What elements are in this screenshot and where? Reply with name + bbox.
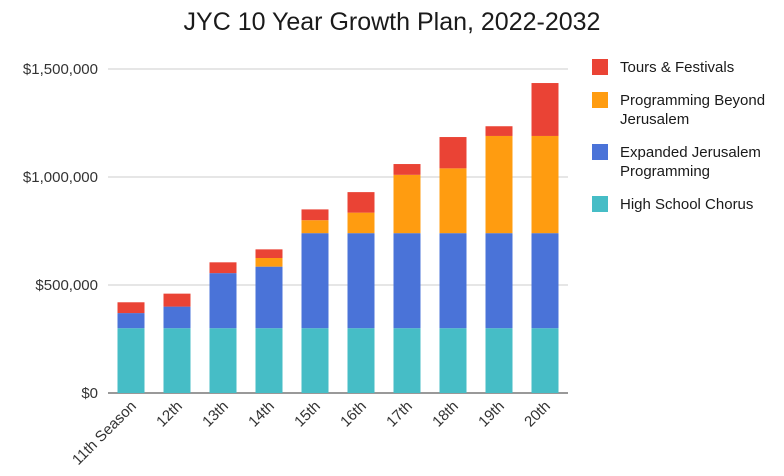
bar-segment <box>531 135 559 234</box>
bar-segment <box>531 328 559 393</box>
bar-segment <box>209 262 237 274</box>
legend-label: Programming Beyond Jerusalem <box>620 92 766 128</box>
bar-segment <box>209 273 237 329</box>
legend: Tours & Festivals Programming Beyond Jeru… <box>592 58 784 228</box>
x-tick-label: 11th Season <box>69 398 140 469</box>
y-tick-label: $500,000 <box>35 277 98 294</box>
bar-segment <box>255 249 283 258</box>
bar-segment <box>485 233 513 329</box>
bar-segment <box>301 209 329 221</box>
bar-segment <box>117 328 145 393</box>
x-tick-label: 18th <box>429 398 462 431</box>
legend-label: Expanded Jerusalem Programming <box>620 144 761 180</box>
bar-segment <box>255 266 283 329</box>
bar-segment <box>301 233 329 329</box>
bar-segment <box>347 328 375 393</box>
x-tick-label: 15th <box>291 398 324 431</box>
legend-label: Tours & Festivals <box>620 59 735 76</box>
x-tick-label: 13th <box>199 398 232 431</box>
x-tick-label: 20th <box>521 398 554 431</box>
bar-segment <box>393 164 421 175</box>
bar-segment <box>347 212 375 234</box>
bar-segment <box>209 328 237 393</box>
bar-segment <box>117 313 145 329</box>
legend-swatch <box>592 144 608 160</box>
y-tick-label: $1,500,000 <box>23 61 98 78</box>
bar-segment <box>163 293 191 307</box>
bar-segment <box>163 306 191 329</box>
x-tick-label: 17th <box>383 398 416 431</box>
bar-segment <box>393 174 421 234</box>
bar-segment <box>393 233 421 329</box>
bar-segment <box>255 258 283 267</box>
bar-segment <box>255 328 283 393</box>
legend-item: Programming Beyond Jerusalem <box>592 91 784 129</box>
bar-segment <box>485 135 513 234</box>
legend-label: High School Chorus <box>620 196 754 213</box>
legend-swatch <box>592 196 608 212</box>
bar-segment <box>485 328 513 393</box>
y-tick-label: $1,000,000 <box>23 169 98 186</box>
chart-title: JYC 10 Year Growth Plan, 2022-2032 <box>183 8 601 36</box>
x-tick-label: 19th <box>475 398 508 431</box>
legend-item: High School Chorus <box>592 195 784 214</box>
x-tick-label: 16th <box>337 398 370 431</box>
bar-segment <box>439 328 467 393</box>
bar-segment <box>117 302 145 314</box>
bar-segment <box>163 328 191 393</box>
bar-segment <box>347 192 375 213</box>
x-tick-label: 12th <box>153 398 186 431</box>
legend-swatch <box>592 92 608 108</box>
bar-segment <box>439 137 467 169</box>
bar-segment <box>439 168 467 234</box>
bar-segment <box>393 328 421 393</box>
bar-segment <box>347 233 375 329</box>
bar-segment <box>531 83 559 136</box>
bar-segment <box>531 233 559 329</box>
bar-segment <box>301 328 329 393</box>
x-tick-label: 14th <box>245 398 278 431</box>
bar-segment <box>301 220 329 234</box>
y-tick-label: $0 <box>81 385 98 402</box>
legend-item: Expanded Jerusalem Programming <box>592 143 784 181</box>
legend-swatch <box>592 59 608 75</box>
bar-segment <box>439 233 467 329</box>
legend-item: Tours & Festivals <box>592 58 784 77</box>
bar-segment <box>485 126 513 136</box>
